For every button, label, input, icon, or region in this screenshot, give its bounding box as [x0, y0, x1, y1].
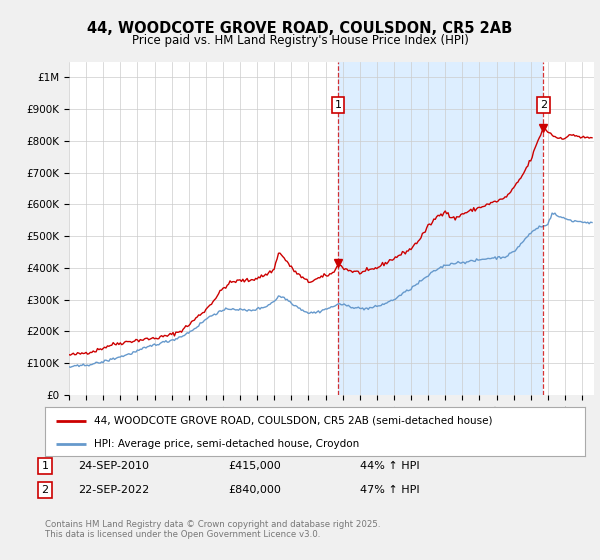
Text: 22-SEP-2022: 22-SEP-2022: [78, 485, 149, 495]
Text: 44, WOODCOTE GROVE ROAD, COULSDON, CR5 2AB: 44, WOODCOTE GROVE ROAD, COULSDON, CR5 2…: [88, 21, 512, 36]
Text: 44% ↑ HPI: 44% ↑ HPI: [360, 461, 419, 471]
Text: 24-SEP-2010: 24-SEP-2010: [78, 461, 149, 471]
Text: 1: 1: [41, 461, 49, 471]
Bar: [338, 62, 543, 395]
Text: 44, WOODCOTE GROVE ROAD, COULSDON, CR5 2AB (semi-detached house): 44, WOODCOTE GROVE ROAD, COULSDON, CR5 2…: [94, 416, 492, 426]
Text: £840,000: £840,000: [228, 485, 281, 495]
Text: HPI: Average price, semi-detached house, Croydon: HPI: Average price, semi-detached house,…: [94, 439, 359, 449]
Text: 1: 1: [334, 100, 341, 110]
Text: Price paid vs. HM Land Registry's House Price Index (HPI): Price paid vs. HM Land Registry's House …: [131, 34, 469, 46]
Text: 47% ↑ HPI: 47% ↑ HPI: [360, 485, 419, 495]
Text: 2: 2: [539, 100, 547, 110]
Text: 2: 2: [41, 485, 49, 495]
Text: £415,000: £415,000: [228, 461, 281, 471]
Text: Contains HM Land Registry data © Crown copyright and database right 2025.
This d: Contains HM Land Registry data © Crown c…: [45, 520, 380, 539]
